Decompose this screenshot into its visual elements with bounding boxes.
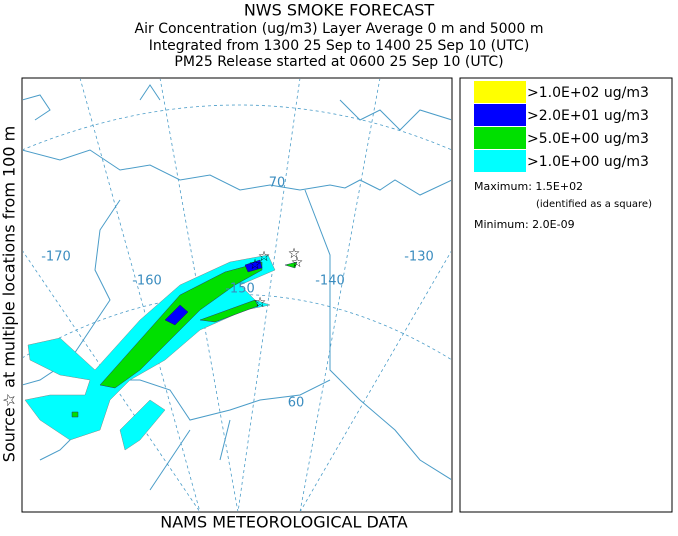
- minimum: Minimum: 2.0E-09: [474, 218, 575, 231]
- subtitle: Integrated from 1300 25 Sep to 1400 25 S…: [149, 38, 530, 54]
- source-markers: ☆☆ ☆☆ ☆: [249, 246, 304, 311]
- maximum: Maximum: 1.5E+02: [474, 180, 583, 193]
- legend: Maximum: 1.5E+02 (identified as a square…: [459, 77, 673, 513]
- svg-text:☆: ☆: [288, 246, 301, 262]
- coastline: [23, 84, 451, 131]
- legend-label: >1.0E+00 ug/m3: [527, 154, 649, 170]
- map-label: -170: [41, 250, 71, 265]
- svg-text:☆: ☆: [249, 257, 262, 273]
- map-label: 70: [269, 176, 286, 191]
- subtitle: PM25 Release started at 0600 25 Sep 10 (…: [174, 54, 503, 70]
- legend-swatch: [474, 127, 526, 149]
- legend-swatch: [474, 150, 526, 172]
- side-label: Source☆ at multiple locations from 100 m: [0, 126, 19, 462]
- footer: NAMS METEOROLOGICAL DATA: [160, 513, 408, 532]
- legend-label: >5.0E+00 ug/m3: [527, 131, 649, 147]
- plume-mid: [71, 261, 298, 418]
- svg-text:☆: ☆: [291, 255, 304, 271]
- svg-text:☆: ☆: [258, 249, 271, 265]
- map-label: -150: [225, 282, 255, 297]
- legend-label: >1.0E+02 ug/m3: [527, 85, 649, 101]
- border: [304, 189, 451, 480]
- legend-swatch: [474, 81, 526, 103]
- maximum-note: (identified as a square): [536, 199, 652, 210]
- plume-inner: [164, 259, 263, 326]
- map-label: -140: [315, 274, 345, 289]
- legend-swatch: [474, 104, 526, 126]
- subtitle: Air Concentration (ug/m3) Layer Average …: [135, 21, 544, 37]
- svg-text:☆: ☆: [254, 295, 267, 311]
- title: NWS SMOKE FORECAST: [244, 1, 435, 20]
- legend-label: >2.0E+01 ug/m3: [527, 108, 649, 124]
- map-label: 60: [288, 396, 305, 411]
- coastline: [23, 149, 451, 196]
- map-label: -160: [132, 274, 162, 289]
- map-label: -130: [404, 250, 434, 265]
- map: ☆☆ ☆☆ ☆ -170 -160 -150 -140 -130 70 60: [21, 77, 453, 513]
